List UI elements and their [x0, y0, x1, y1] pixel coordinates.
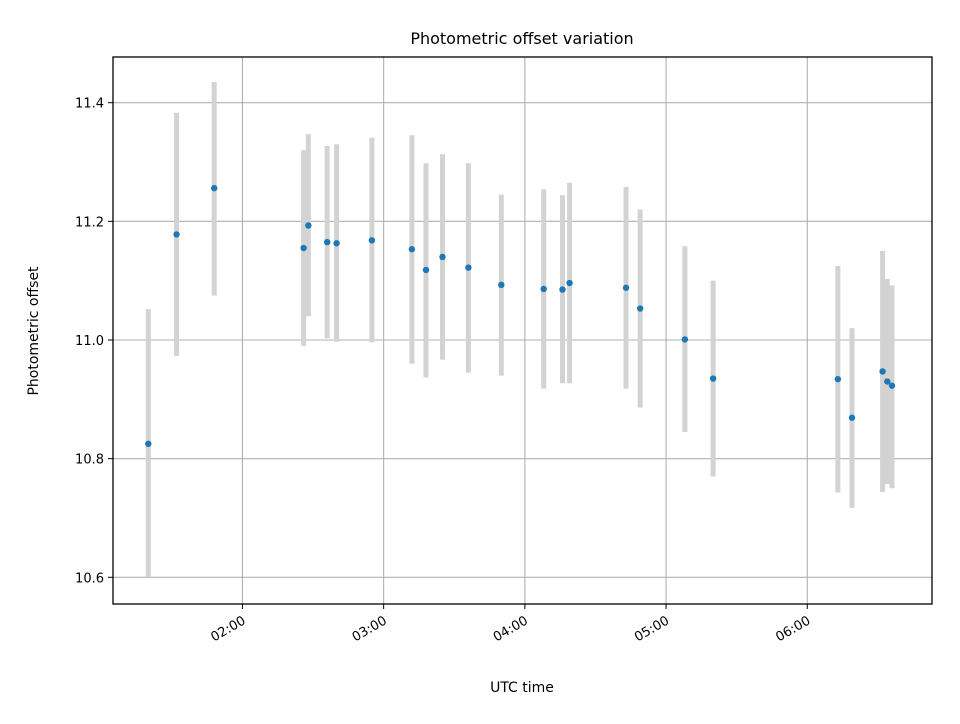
data-point	[300, 244, 307, 252]
data-point	[709, 375, 717, 382]
data-point	[323, 238, 331, 246]
data-point	[636, 305, 644, 312]
data-point	[540, 285, 547, 293]
y-axis-label: Photometric offset	[26, 266, 42, 396]
data-points	[145, 184, 896, 448]
chart-title: Photometric offset variation	[410, 29, 633, 48]
data-point	[884, 378, 891, 385]
y-tick-label: 10.6	[75, 571, 104, 586]
data-point	[145, 440, 152, 448]
data-point	[834, 375, 842, 383]
data-point	[408, 246, 416, 253]
data-point	[439, 253, 446, 261]
grid-lines	[113, 57, 932, 604]
y-tick-label: 11.4	[75, 97, 104, 112]
data-point	[305, 222, 312, 229]
y-tick-label: 11.2	[75, 215, 104, 230]
data-point	[210, 184, 218, 192]
data-point	[368, 237, 376, 244]
x-axis-label: UTC time	[490, 680, 554, 696]
data-point	[681, 336, 689, 343]
data-point	[888, 382, 896, 389]
data-point	[465, 264, 472, 271]
data-point	[848, 414, 856, 421]
data-point	[498, 281, 505, 289]
plot-frame	[112, 56, 933, 605]
data-point	[173, 231, 180, 238]
y-tick-label: 11.0	[75, 334, 104, 349]
data-point	[622, 284, 630, 291]
data-point	[879, 368, 886, 375]
data-point	[559, 286, 566, 293]
y-tick-label: 10.8	[75, 453, 104, 468]
data-point	[566, 279, 573, 287]
data-point	[422, 266, 430, 274]
data-point	[333, 240, 340, 247]
